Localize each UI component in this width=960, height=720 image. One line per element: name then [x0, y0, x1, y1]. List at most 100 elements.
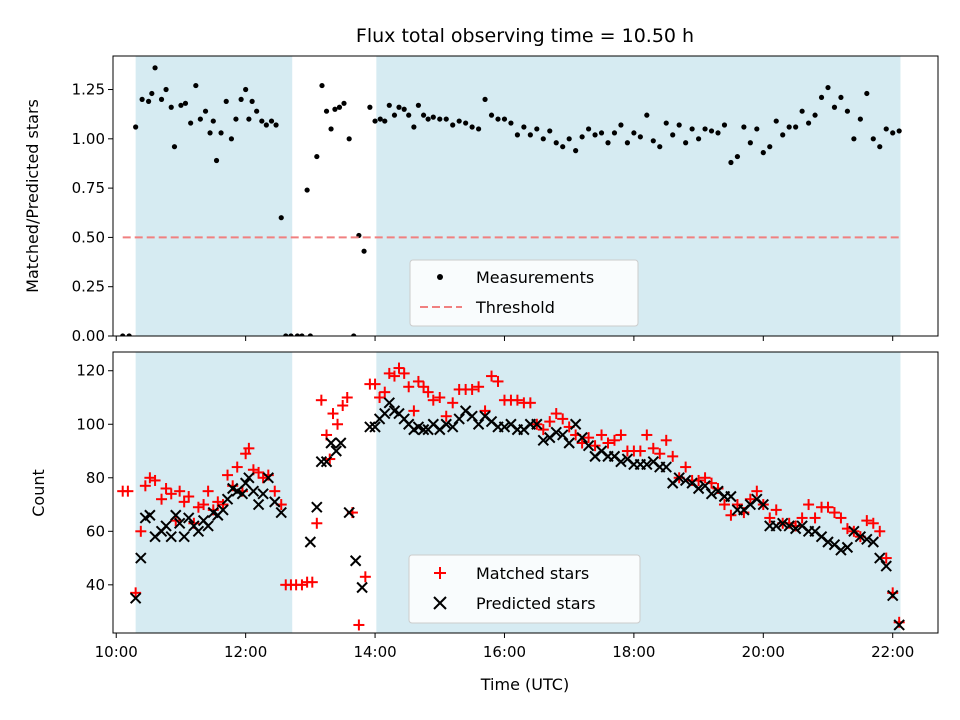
- measurement-point: [402, 107, 407, 112]
- measurement-point: [421, 113, 426, 118]
- measurement-point: [250, 99, 255, 104]
- measurement-point: [411, 124, 416, 129]
- bottom-y-tick-label: 120: [76, 362, 105, 380]
- measurement-point: [169, 105, 174, 110]
- bottom-x-tick-label: 22:00: [871, 643, 914, 661]
- measurement-point: [728, 160, 733, 165]
- top-y-tick-label: 0.25: [72, 278, 105, 296]
- measurement-point: [599, 130, 604, 135]
- measurement-point: [233, 116, 238, 121]
- measurement-point: [470, 124, 475, 129]
- measurement-point: [683, 140, 688, 145]
- measurement-point: [450, 122, 455, 127]
- measurement-point: [332, 107, 337, 112]
- measurement-point: [832, 105, 837, 110]
- measurement-point: [515, 132, 520, 137]
- measurement-point: [754, 126, 759, 131]
- measurement-point: [259, 118, 264, 123]
- legend-threshold-label: Threshold: [475, 298, 555, 317]
- measurement-point: [319, 83, 324, 88]
- measurement-point: [392, 113, 397, 118]
- measurement-point: [845, 109, 850, 114]
- measurement-point: [586, 126, 591, 131]
- measurement-point: [554, 140, 559, 145]
- figure: Flux total observing time = 10.50 h 0.00…: [0, 0, 960, 720]
- bottom-y-tick-label: 100: [76, 415, 105, 433]
- top-y-tick-label: 1.25: [72, 81, 105, 99]
- measurement-point: [793, 124, 798, 129]
- measurement-point: [761, 150, 766, 155]
- bottom-y-axis-label: Count: [29, 469, 48, 517]
- measurement-point: [396, 105, 401, 110]
- measurement-point: [224, 99, 229, 104]
- measurement-point: [528, 132, 533, 137]
- measurement-point: [279, 215, 284, 220]
- bottom-x-tick-label: 14:00: [353, 643, 396, 661]
- measurement-point: [337, 105, 342, 110]
- top-y-tick-label: 0.50: [72, 228, 105, 246]
- measurement-point: [178, 103, 183, 108]
- measurement-point: [767, 144, 772, 149]
- measurement-point: [246, 116, 251, 121]
- measurement-point: [146, 99, 151, 104]
- measurement-point: [800, 109, 805, 114]
- legend-measurements-marker: [437, 274, 443, 280]
- legend-measurements-label: Measurements: [476, 268, 594, 287]
- measurement-point: [567, 136, 572, 141]
- measurement-point: [211, 118, 216, 123]
- measurement-point: [264, 122, 269, 127]
- measurement-point: [722, 122, 727, 127]
- bottom-x-tick-label: 18:00: [612, 643, 655, 661]
- measurement-point: [269, 118, 274, 123]
- measurement-point: [183, 101, 188, 106]
- measurement-point: [702, 126, 707, 131]
- measurement-point: [198, 116, 203, 121]
- measurement-point: [378, 116, 383, 121]
- measurement-point: [416, 103, 421, 108]
- measurement-point: [159, 97, 164, 102]
- top-y-tick-label: 0.00: [72, 327, 105, 345]
- measurement-point: [193, 83, 198, 88]
- top-y-axis-label: Matched/Predicted stars: [23, 99, 42, 293]
- measurement-point: [489, 113, 494, 118]
- bottom-x-tick-label: 16:00: [483, 643, 526, 661]
- measurement-point: [690, 126, 695, 131]
- measurement-point: [361, 249, 366, 254]
- measurement-point: [426, 116, 431, 121]
- top-shaded-interval: [136, 56, 293, 336]
- measurement-point: [476, 126, 481, 131]
- measurement-point: [541, 136, 546, 141]
- top-y-tick-label: 0.75: [72, 179, 105, 197]
- measurement-point: [657, 144, 662, 149]
- measurement-point: [482, 97, 487, 102]
- measurement-point: [715, 130, 720, 135]
- measurement-point: [864, 91, 869, 96]
- measurement-point: [806, 120, 811, 125]
- measurement-point: [406, 113, 411, 118]
- measurement-point: [851, 136, 856, 141]
- top-legend: Measurements Threshold: [410, 260, 638, 326]
- measurement-point: [651, 138, 656, 143]
- measurement-point: [188, 120, 193, 125]
- measurement-point: [605, 140, 610, 145]
- measurement-point: [780, 132, 785, 137]
- measurement-point: [457, 118, 462, 123]
- measurement-point: [625, 140, 630, 145]
- measurement-point: [735, 154, 740, 159]
- measurement-point: [273, 122, 278, 127]
- measurement-point: [677, 122, 682, 127]
- measurement-point: [696, 136, 701, 141]
- measurement-point: [774, 118, 779, 123]
- measurement-point: [218, 130, 223, 135]
- measurement-point: [203, 109, 208, 114]
- measurement-point: [560, 144, 565, 149]
- measurement-point: [871, 136, 876, 141]
- measurement-point: [133, 124, 138, 129]
- measurement-point: [631, 130, 636, 135]
- measurement-point: [444, 116, 449, 121]
- measurement-point: [243, 87, 248, 92]
- measurement-point: [367, 105, 372, 110]
- measurement-point: [305, 187, 310, 192]
- bottom-x-tick-label: 20:00: [742, 643, 785, 661]
- measurement-point: [214, 158, 219, 163]
